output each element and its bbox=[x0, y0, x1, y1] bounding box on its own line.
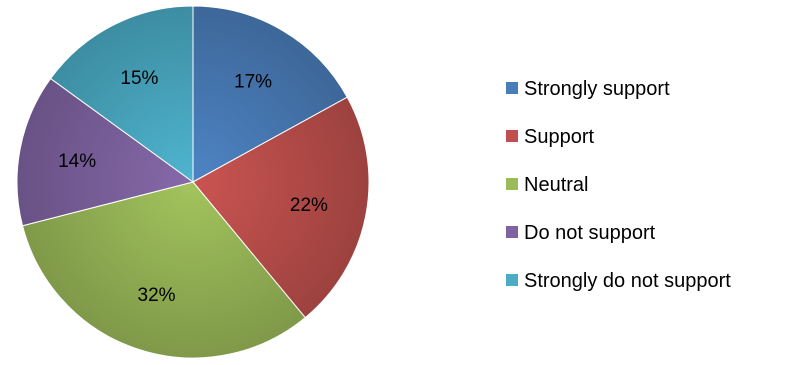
data-label-strongly-do-not-support: 15% bbox=[120, 68, 158, 89]
legend-swatch-do-not-support bbox=[506, 226, 518, 238]
data-label-neutral: 32% bbox=[138, 285, 176, 306]
pie-slices bbox=[16, 5, 370, 359]
legend-swatch-strongly-do-not-support bbox=[506, 274, 518, 286]
pie-slice-strongly-do-not-support bbox=[49, 5, 194, 183]
legend-swatch-strongly-support bbox=[506, 82, 518, 94]
legend-swatch-neutral bbox=[506, 178, 518, 190]
data-label-do-not-support: 14% bbox=[58, 151, 96, 172]
legend-label-strongly-do-not-support: Strongly do not support bbox=[524, 270, 731, 292]
pie-slice-strongly-support bbox=[192, 5, 348, 183]
legend-label-strongly-support: Strongly support bbox=[524, 78, 670, 100]
pie-data-labels: 17% 22% 32% 14% 15% bbox=[58, 68, 328, 306]
chart-legend: Strongly support Support Neutral Do not sup… bbox=[506, 78, 731, 292]
data-label-support: 22% bbox=[290, 195, 328, 216]
legend-label-neutral: Neutral bbox=[524, 174, 588, 196]
pie-slice-neutral bbox=[21, 181, 306, 359]
legend-label-do-not-support: Do not support bbox=[524, 222, 656, 244]
data-label-strongly-support: 17% bbox=[234, 71, 272, 92]
legend-swatch-support bbox=[506, 130, 518, 142]
pie-slice-do-not-support bbox=[16, 77, 195, 227]
pie-slice-support bbox=[192, 96, 370, 319]
legend-label-support: Support bbox=[524, 126, 594, 148]
